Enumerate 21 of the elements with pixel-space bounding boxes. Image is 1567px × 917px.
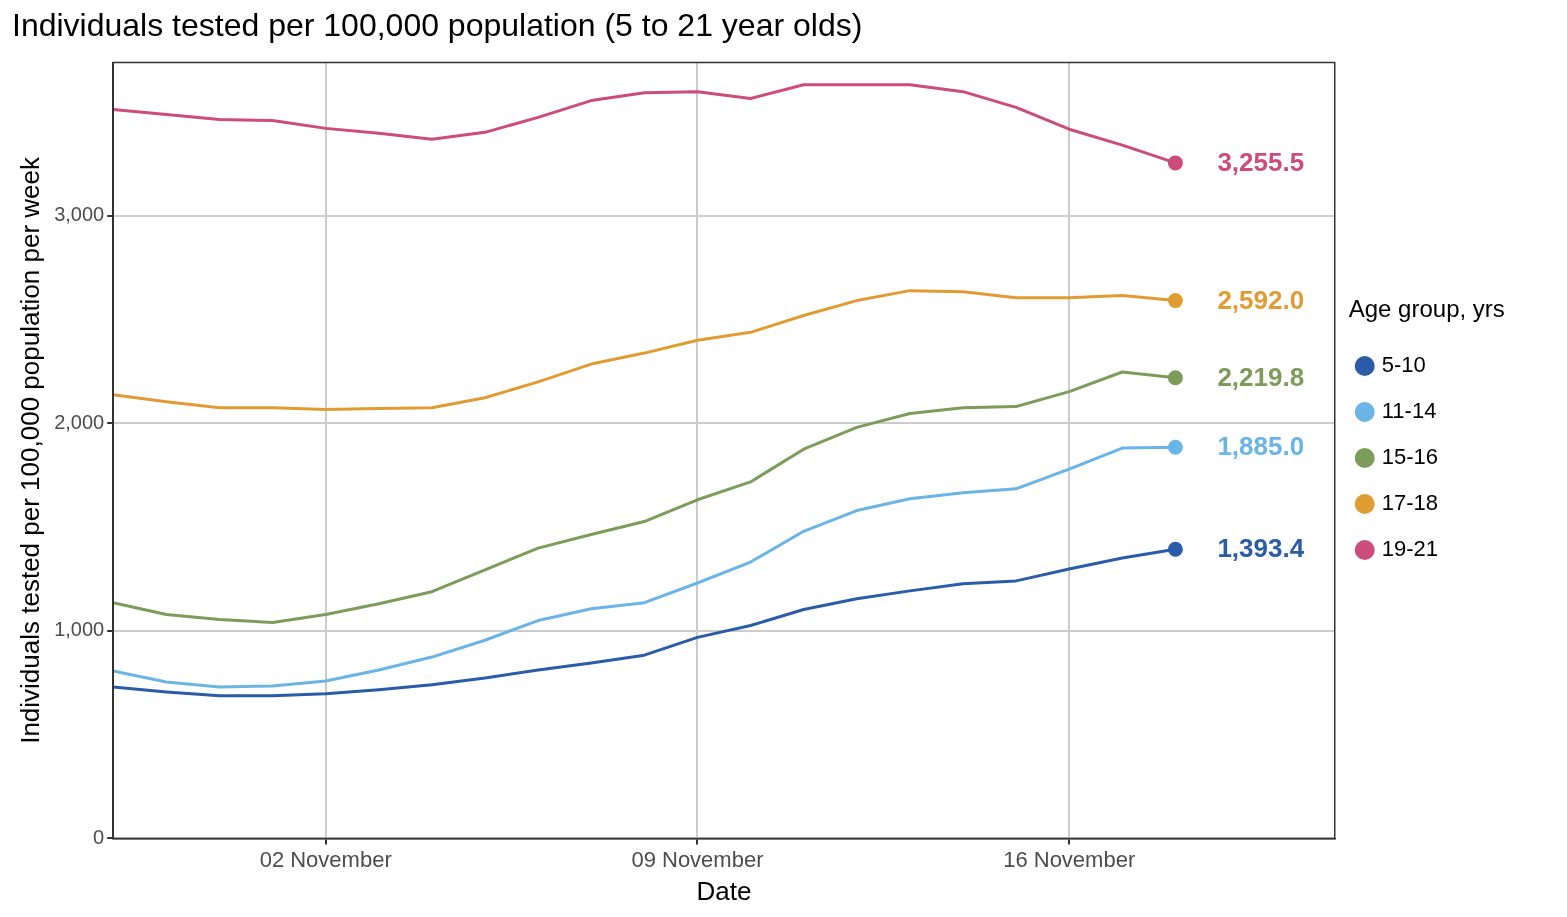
x-axis-title: Date [696, 875, 752, 906]
legend-title: Age group, yrs [1348, 295, 1505, 324]
legend-label: 19-21 [1381, 536, 1439, 562]
legend-label: 17-18 [1381, 490, 1439, 516]
x-tick-label: 16 November [1003, 846, 1136, 872]
y-tick-label: 0 [93, 825, 105, 848]
data-label: 3,255.5 [1217, 147, 1305, 178]
legend-label: 11-14 [1381, 398, 1437, 424]
data-label: 1,885.0 [1217, 431, 1305, 462]
y-tick-label: 2,000 [54, 410, 105, 433]
legend-label: 5-10 [1381, 352, 1426, 378]
y-tick-label: 1,000 [54, 618, 105, 641]
data-label: 2,592.0 [1217, 284, 1305, 315]
x-tick-label: 02 November [259, 846, 392, 872]
x-tick-label: 09 November [631, 846, 764, 872]
legend-label: 15-16 [1381, 444, 1439, 470]
data-label: 2,219.8 [1217, 361, 1305, 392]
data-label: 1,393.4 [1217, 533, 1305, 564]
y-axis-title: Individuals tested per 100,000 population per week [14, 155, 45, 744]
chart-title: Individuals tested per 100,000 population (5 to 21 year olds) [12, 7, 863, 44]
y-tick-label: 3,000 [54, 203, 105, 226]
